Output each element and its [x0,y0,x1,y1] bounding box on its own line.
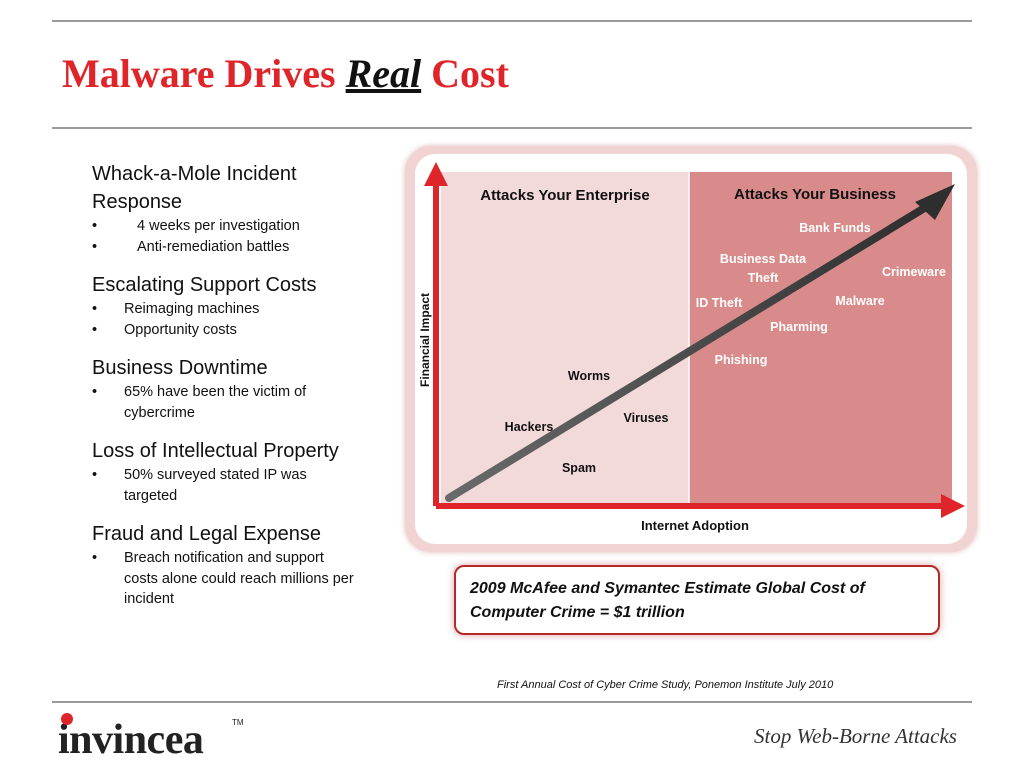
label-hackers: Hackers [505,420,554,434]
bullet-item: 50% surveyed stated IP was targeted [92,465,354,506]
section-heading: Loss of Intellectual Property [92,440,339,462]
impact-chart: Attacks Your Enterprise Attacks Your Bus… [418,162,965,533]
section-heading: Whack-a-Mole Incident Response [92,163,297,213]
title-emphasis: Real [345,51,422,96]
logo-dot [61,713,73,725]
label-malware: Malware [835,294,884,308]
logo-wordmark: invincea [58,717,204,763]
cost-list: Whack-a-Mole Incident Response 4 weeks p… [92,160,392,624]
section-incident-response: Whack-a-Mole Incident Response 4 weeks p… [92,160,392,257]
label-phishing: Phishing [715,353,768,367]
bullet-item: Breach notification and support costs al… [92,548,354,610]
section-support-costs: Escalating Support Costs Reimaging machi… [92,271,392,340]
label-id-theft: ID Theft [696,296,743,310]
section-business-downtime: Business Downtime 65% have been the vict… [92,354,392,423]
region-label-business: Attacks Your Business [734,186,896,203]
bullet-item: 4 weeks per investigation [92,216,367,237]
trend-line [445,200,935,502]
invincea-logo: invincea TM [56,710,246,763]
bullet-item: Opportunity costs [92,320,354,341]
section-heading: Escalating Support Costs [92,274,317,296]
cost-estimate-callout: 2009 McAfee and Symantec Estimate Global… [454,565,940,635]
title-rule [52,127,972,129]
label-crimeware: Crimeware [882,265,946,279]
x-axis-arrowhead [941,494,965,518]
citation: First Annual Cost of Cyber Crime Study, … [497,679,834,691]
estimate-line1: 2009 McAfee and Symantec Estimate Global… [470,580,865,597]
trend-arrowhead [915,184,955,220]
business-region [689,172,952,504]
page-title: Malware Drives Real Cost [62,50,509,97]
label-theft: Theft [748,271,779,285]
title-part1: Malware Drives [62,51,346,96]
section-heading: Fraud and Legal Expense [92,523,322,545]
x-axis-label: Internet Adoption [641,518,749,533]
bullet-item: Reimaging machines [92,299,354,320]
region-label-enterprise: Attacks Your Enterprise [480,187,650,204]
logo-trademark: TM [232,718,244,727]
title-part2: Cost [421,51,509,96]
label-pharming: Pharming [770,320,828,334]
footer-rule [52,701,972,703]
tagline: Stop Web-Borne Attacks [754,724,957,748]
y-axis-label: Financial Impact [418,293,432,387]
label-viruses: Viruses [624,411,669,425]
chart-panel: Attacks Your Enterprise Attacks Your Bus… [415,154,967,544]
section-intellectual-property: Loss of Intellectual Property 50% survey… [92,437,392,506]
estimate-line2: Computer Crime = $1 trillion [470,604,685,621]
section-heading: Business Downtime [92,357,268,379]
bullet-item: Anti-remediation battles [92,237,367,258]
bullet-item: 65% have been the victim of cybercrime [92,382,354,423]
label-spam: Spam [562,461,596,475]
enterprise-region [441,172,689,504]
label-business-data: Business Data [720,252,807,266]
section-fraud-legal: Fraud and Legal Expense Breach notificat… [92,520,392,610]
chart-frame: Attacks Your Enterprise Attacks Your Bus… [405,146,977,552]
y-axis-arrowhead [424,162,448,186]
top-rule [52,20,972,22]
label-bank-funds: Bank Funds [799,221,871,235]
label-worms: Worms [568,369,610,383]
